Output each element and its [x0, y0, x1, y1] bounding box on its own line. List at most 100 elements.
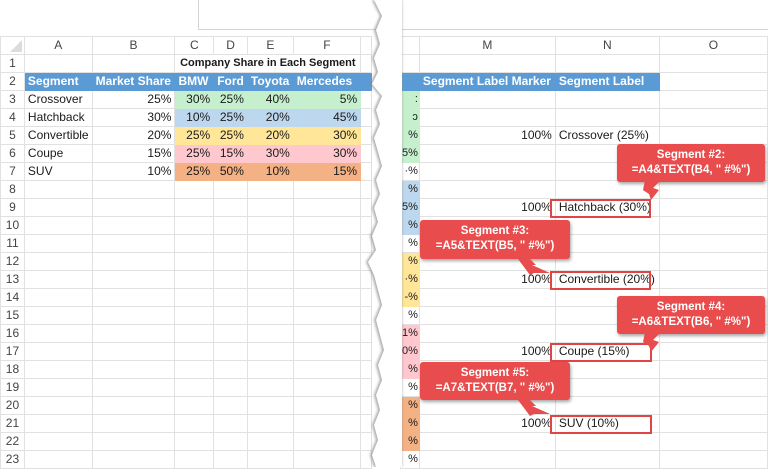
- cell-segment[interactable]: Coupe: [23, 144, 93, 163]
- cell[interactable]: [292, 270, 362, 289]
- cell[interactable]: [658, 432, 768, 451]
- cell[interactable]: [91, 270, 176, 289]
- cell[interactable]: [246, 288, 294, 307]
- cell[interactable]: [23, 252, 93, 271]
- cell-ford[interactable]: 25%: [213, 126, 248, 145]
- cell-market-share[interactable]: 25%: [91, 90, 176, 109]
- cell[interactable]: [658, 270, 768, 289]
- row-header-13[interactable]: 13: [0, 270, 25, 289]
- segment-label-marker[interactable]: 100%: [418, 198, 556, 217]
- cell[interactable]: [23, 270, 93, 289]
- cell-bmw[interactable]: 25%: [174, 162, 215, 181]
- cell[interactable]: [418, 90, 556, 109]
- cell-bmw[interactable]: 10%: [174, 108, 215, 127]
- table-title[interactable]: Company Share in Each Segment: [174, 54, 362, 73]
- header-segment[interactable]: Segment: [23, 72, 93, 91]
- cell[interactable]: [246, 414, 294, 433]
- cell[interactable]: [418, 306, 556, 325]
- cell[interactable]: [91, 450, 176, 469]
- header-bmw[interactable]: BMW: [174, 72, 215, 91]
- cell[interactable]: [91, 198, 176, 217]
- cell[interactable]: [658, 216, 768, 235]
- cell[interactable]: [246, 306, 294, 325]
- cell[interactable]: [292, 198, 362, 217]
- column-header-d[interactable]: D: [213, 36, 248, 55]
- cell-mercedes[interactable]: 30%: [292, 126, 362, 145]
- row-header-14[interactable]: 14: [0, 288, 25, 307]
- cell[interactable]: [246, 270, 294, 289]
- cell[interactable]: [658, 414, 768, 433]
- cell[interactable]: [174, 432, 215, 451]
- cell[interactable]: [23, 396, 93, 415]
- cell-market-share[interactable]: 30%: [91, 108, 176, 127]
- cell[interactable]: [554, 234, 660, 253]
- cell[interactable]: [213, 198, 248, 217]
- cell[interactable]: [213, 378, 248, 397]
- cell[interactable]: [658, 90, 768, 109]
- cell[interactable]: [174, 414, 215, 433]
- cell[interactable]: [174, 324, 215, 343]
- cell[interactable]: [658, 72, 768, 91]
- cell-mercedes[interactable]: 30%: [292, 144, 362, 163]
- cell-mercedes[interactable]: 5%: [292, 90, 362, 109]
- cell[interactable]: [418, 144, 556, 163]
- column-header-b[interactable]: B: [91, 36, 176, 55]
- cell[interactable]: [292, 432, 362, 451]
- cell[interactable]: [418, 324, 556, 343]
- cell[interactable]: [23, 288, 93, 307]
- cell[interactable]: [292, 360, 362, 379]
- row-header-8[interactable]: 8: [0, 180, 25, 199]
- cell[interactable]: [213, 252, 248, 271]
- row-header-9[interactable]: 9: [0, 198, 25, 217]
- cell[interactable]: [418, 54, 556, 73]
- select-all-corner[interactable]: [0, 36, 25, 55]
- cell[interactable]: [213, 324, 248, 343]
- column-header-m[interactable]: M: [418, 36, 556, 55]
- cell-market-share[interactable]: 10%: [91, 162, 176, 181]
- cell[interactable]: [658, 54, 768, 73]
- cell-a1[interactable]: [23, 54, 93, 73]
- cell[interactable]: [91, 306, 176, 325]
- cell-segment[interactable]: Convertible: [23, 126, 93, 145]
- cell[interactable]: [418, 108, 556, 127]
- row-header-22[interactable]: 22: [0, 432, 25, 451]
- cell[interactable]: [658, 450, 768, 469]
- cell[interactable]: [91, 234, 176, 253]
- cell-market-share[interactable]: 15%: [91, 144, 176, 163]
- cell[interactable]: [174, 180, 215, 199]
- cell-ford[interactable]: 25%: [213, 108, 248, 127]
- cell[interactable]: [23, 342, 93, 361]
- cell[interactable]: [658, 378, 768, 397]
- cell[interactable]: [554, 252, 660, 271]
- formula-bar[interactable]: [198, 0, 768, 30]
- row-header-16[interactable]: 16: [0, 324, 25, 343]
- cell-ford[interactable]: 50%: [213, 162, 248, 181]
- cell[interactable]: [23, 414, 93, 433]
- cell[interactable]: [174, 198, 215, 217]
- cell[interactable]: [213, 396, 248, 415]
- row-header-5[interactable]: 5: [0, 126, 25, 145]
- row-header-3[interactable]: 3: [0, 90, 25, 109]
- cell[interactable]: [23, 180, 93, 199]
- cell[interactable]: [246, 432, 294, 451]
- cell[interactable]: [292, 216, 362, 235]
- cell[interactable]: [23, 306, 93, 325]
- row-header-21[interactable]: 21: [0, 414, 25, 433]
- cell-bmw[interactable]: 25%: [174, 144, 215, 163]
- cell-toyota[interactable]: 20%: [246, 108, 294, 127]
- cell[interactable]: [292, 342, 362, 361]
- cell[interactable]: [213, 216, 248, 235]
- cell[interactable]: [292, 306, 362, 325]
- cell[interactable]: [292, 288, 362, 307]
- cell[interactable]: [418, 288, 556, 307]
- cell[interactable]: [292, 252, 362, 271]
- header-ford[interactable]: Ford: [213, 72, 248, 91]
- cell[interactable]: [658, 126, 768, 145]
- cell[interactable]: [246, 378, 294, 397]
- cell[interactable]: [91, 378, 176, 397]
- cell[interactable]: [554, 108, 660, 127]
- cell-ford[interactable]: 25%: [213, 90, 248, 109]
- cell[interactable]: [23, 360, 93, 379]
- cell[interactable]: [23, 324, 93, 343]
- cell[interactable]: [418, 450, 556, 469]
